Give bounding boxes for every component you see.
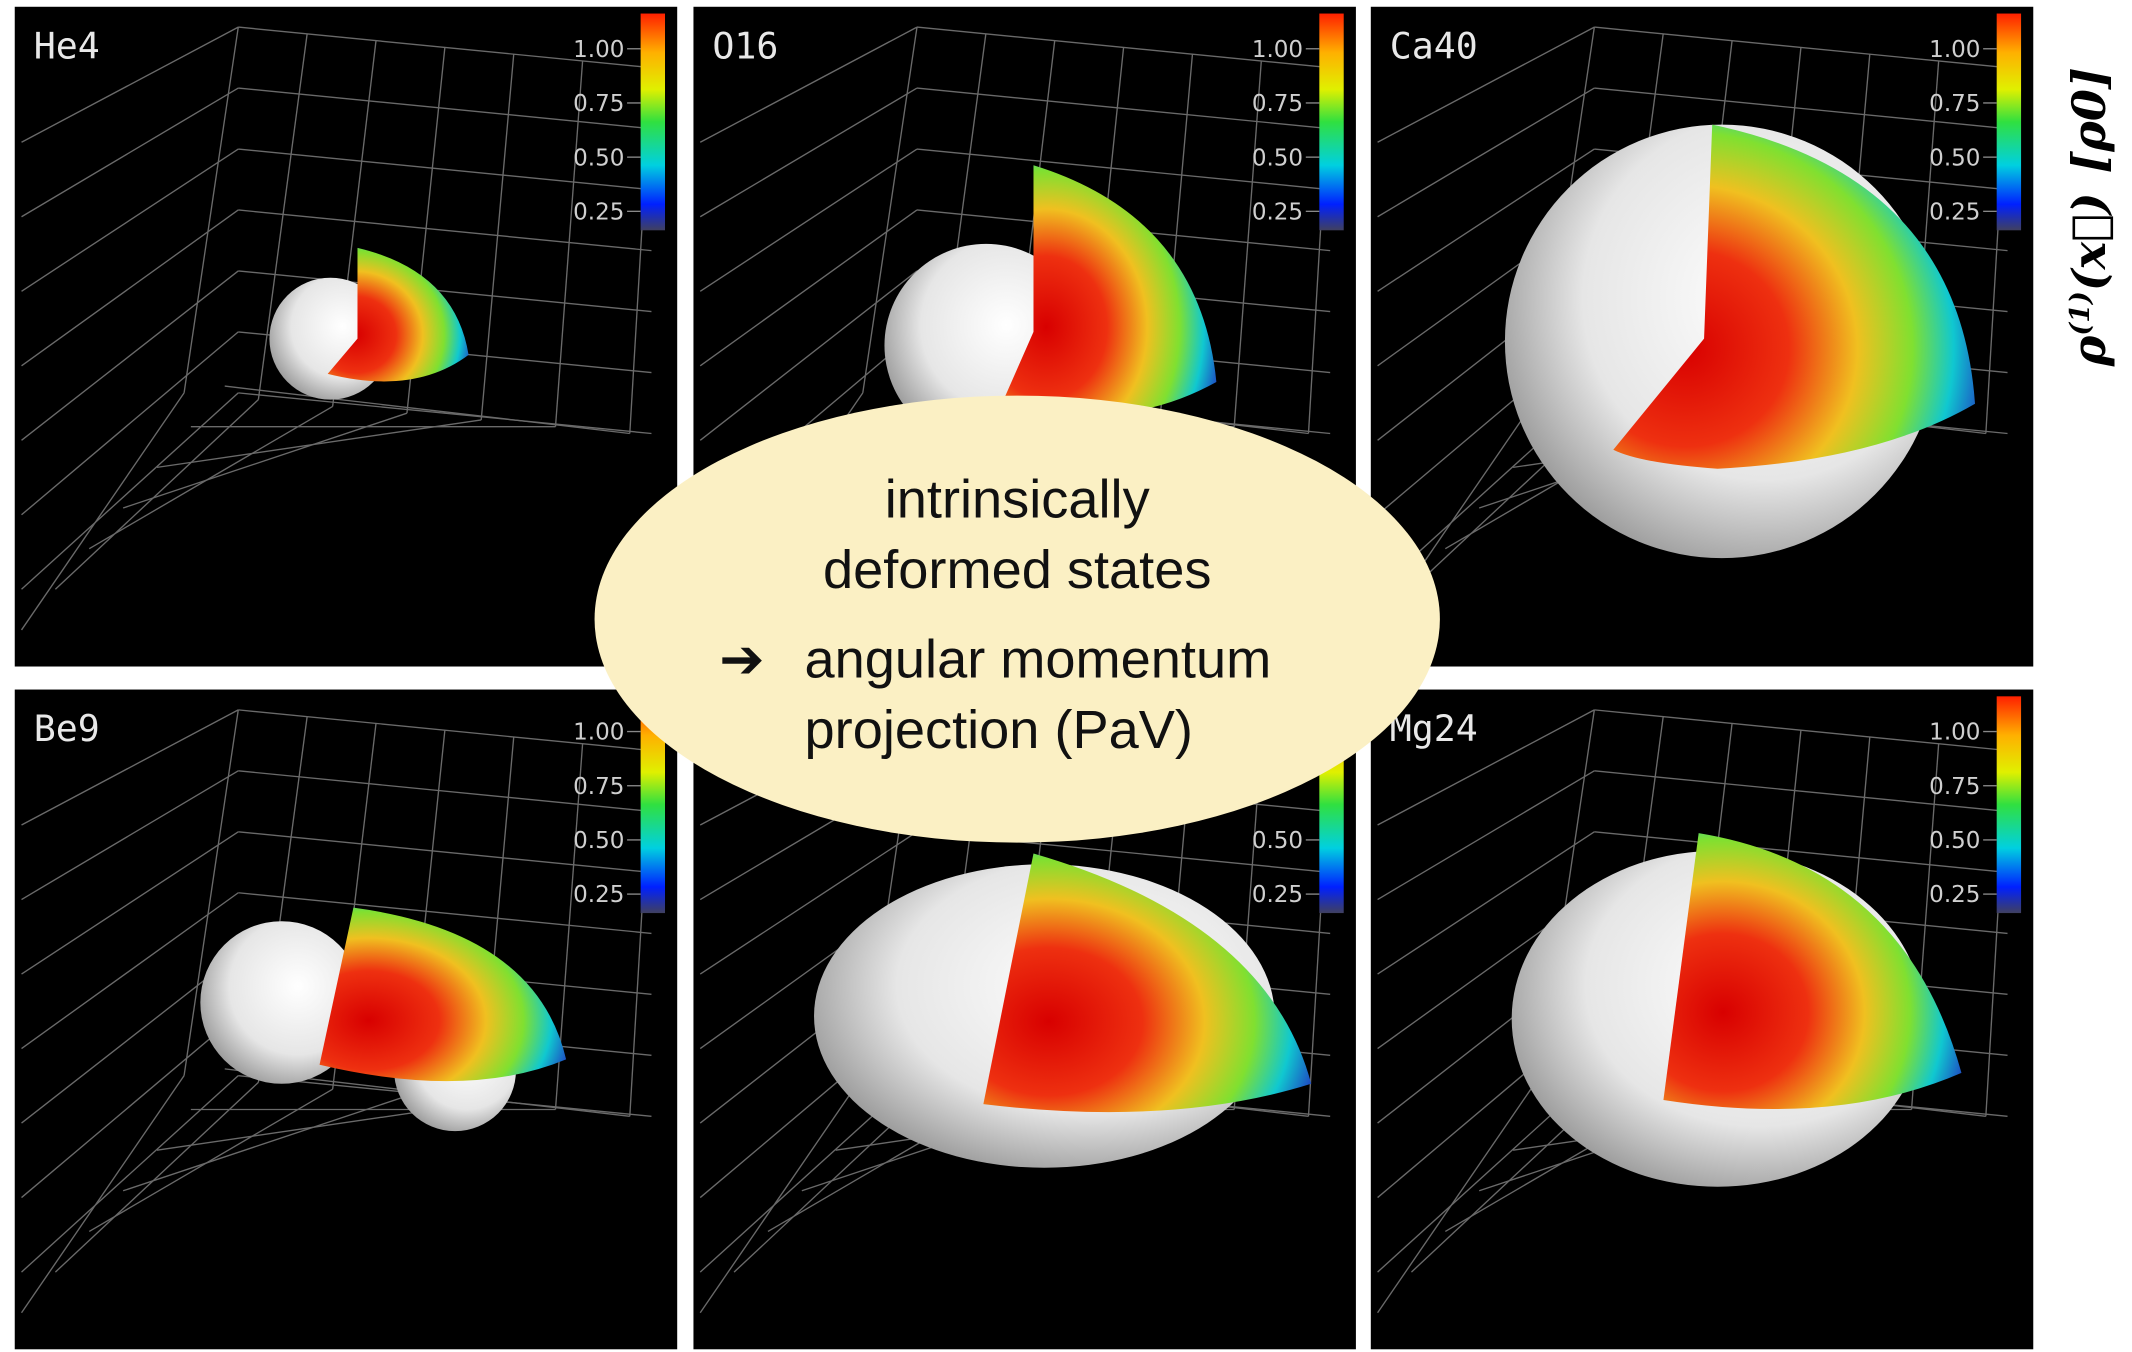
- callout-text: projection (PaV): [805, 700, 1193, 760]
- colorbar: [641, 14, 665, 231]
- colorbar-tick-label: 0.25: [1929, 882, 1980, 908]
- colorbar-label: ρ(1)(x⃗) [ρ0]: [2062, 67, 2116, 367]
- superscript: (1): [2065, 291, 2096, 335]
- colorbar-tick-label: 1.00: [573, 37, 624, 63]
- callout-text: intrinsically: [885, 469, 1150, 529]
- colorbar-tick-label: 0.75: [1929, 91, 1980, 117]
- colorbar-tick-label: 1.00: [1929, 720, 1980, 746]
- colorbar-tick-label: 0.50: [1252, 145, 1303, 171]
- panel-label: He4: [34, 24, 100, 67]
- colorbar-tick-label: 0.75: [1252, 91, 1303, 117]
- colorbar: [1997, 696, 2021, 913]
- colorbar-tick-label: 0.25: [1929, 199, 1980, 225]
- colorbar-tick-label: 0.25: [573, 199, 624, 225]
- colorbar-tick-label: 0.75: [1929, 774, 1980, 800]
- colorbar-tick-label: 0.50: [1252, 828, 1303, 854]
- panel-label: Be9: [34, 707, 100, 750]
- colorbar-tick-label: 0.50: [1929, 145, 1980, 171]
- colorbar-tick-label: 0.25: [1252, 882, 1303, 908]
- callout: intrinsically deformed states ➔ angular …: [595, 396, 1440, 843]
- colorbar: [1997, 14, 2021, 231]
- callout-text: angular momentum: [805, 629, 1272, 689]
- colorbar-tick-label: 1.00: [1252, 37, 1303, 63]
- figure: He4 1.00 0.75 0.50 0.25 O16 1.00 0.75 0.50 0.25 Ca…: [0, 0, 2132, 1352]
- argument: (x⃗): [2062, 192, 2116, 291]
- colorbar-tick-label: 0.75: [573, 91, 624, 117]
- colorbar-tick-label: 1.00: [573, 720, 624, 746]
- panel-label: Mg24: [1390, 707, 1478, 750]
- symbol: ρ: [2062, 335, 2116, 367]
- colorbar-tick-label: 0.25: [1252, 199, 1303, 225]
- unit: [ρ0]: [2062, 67, 2116, 173]
- colorbar-tick-label: 1.00: [1929, 37, 1980, 63]
- callout-ellipse: [595, 396, 1440, 843]
- panel-label: Ca40: [1390, 24, 1478, 67]
- panel-label: O16: [712, 24, 778, 67]
- colorbar-tick-label: 0.25: [573, 882, 624, 908]
- callout-arrow: ➔: [719, 629, 764, 689]
- colorbar-tick-label: 0.50: [573, 828, 624, 854]
- colorbar-tick-label: 0.75: [573, 774, 624, 800]
- colorbar: [1319, 14, 1343, 231]
- colorbar-tick-label: 0.50: [1929, 828, 1980, 854]
- colorbar-tick-label: 0.50: [573, 145, 624, 171]
- callout-text: deformed states: [823, 540, 1211, 600]
